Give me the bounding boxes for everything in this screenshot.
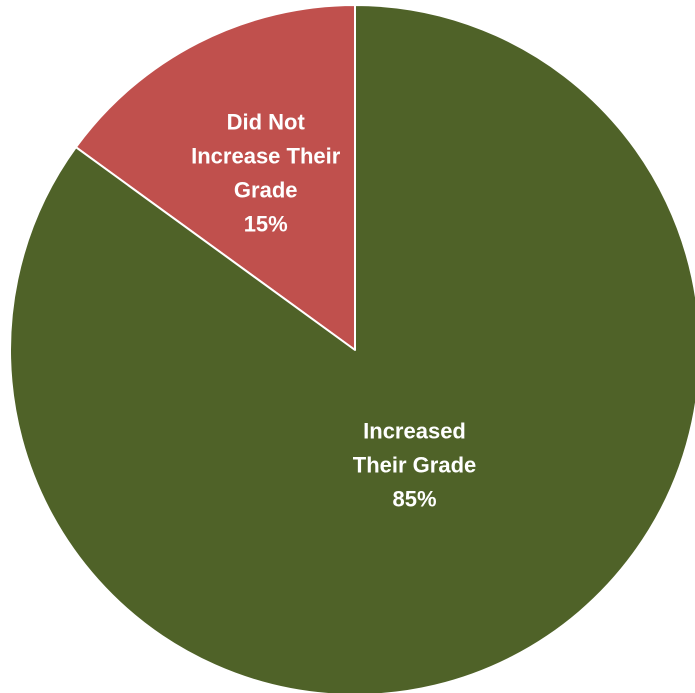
slice-label-1: Increased Their Grade 85% xyxy=(353,419,476,512)
slice-value-label: 15% xyxy=(244,212,288,237)
pie-slice-1 xyxy=(9,4,695,693)
pie-slice-0 xyxy=(74,4,356,351)
slice-label-line: Increased xyxy=(363,419,466,444)
slice-label-0: Did Not Increase Their Grade 15% xyxy=(191,110,341,237)
slice-label-line: Did Not xyxy=(227,110,306,135)
slice-label-line: Grade xyxy=(234,178,298,203)
slice-label-line: Increase Their xyxy=(191,144,341,169)
slice-label-line: Their Grade xyxy=(353,453,476,478)
slice-value-label: 85% xyxy=(392,487,436,512)
